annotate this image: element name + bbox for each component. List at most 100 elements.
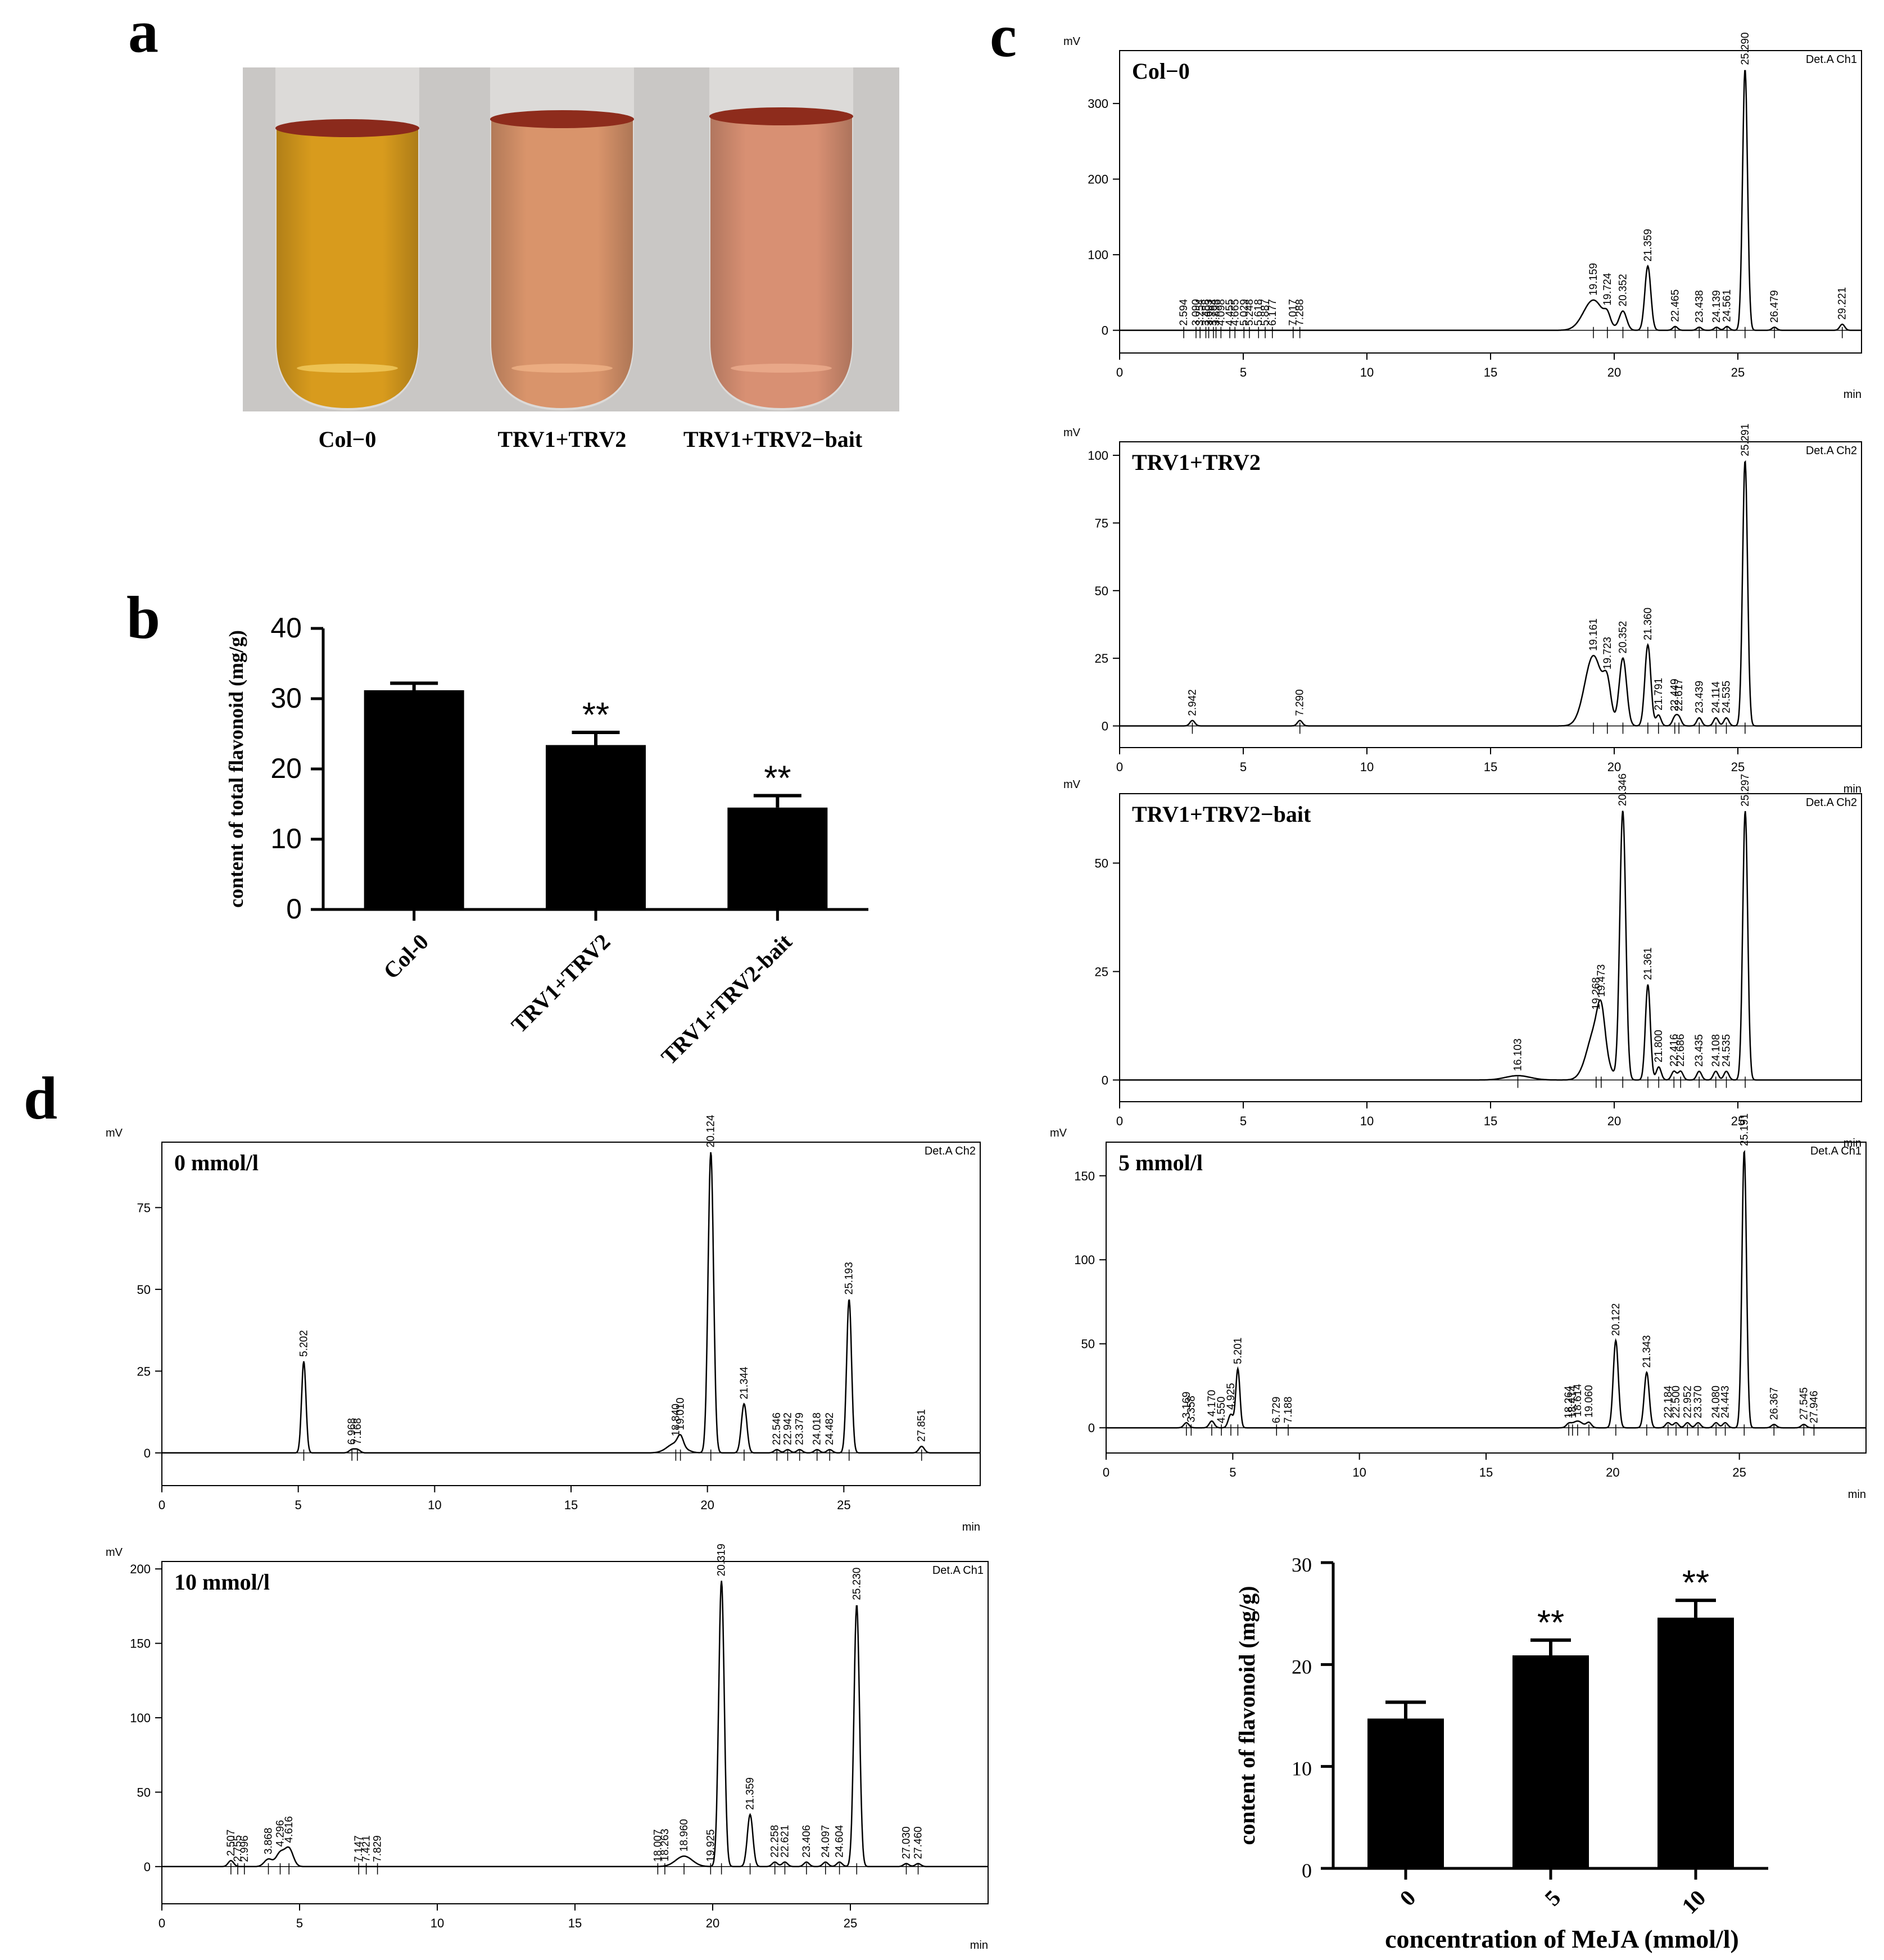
x-tick-label: 5 — [296, 1916, 303, 1930]
sample-label: Col−0 — [1132, 58, 1190, 84]
peak-rt-label: 25.193 — [844, 1262, 855, 1294]
peak-rt-label: 19.724 — [1602, 273, 1614, 306]
y-tick-label: 100 — [1088, 449, 1108, 463]
peak-rt-label: 5.029 — [1238, 299, 1250, 326]
peak-rt-label: 24.018 — [812, 1413, 823, 1445]
sample-label: TRV1+TRV2−bait — [1132, 802, 1311, 827]
x-tick-label: 25 — [1731, 365, 1745, 379]
y-tick-label: 100 — [1088, 248, 1108, 262]
x-tick-label: 10 — [1360, 1114, 1374, 1128]
tube-trv-rim — [490, 110, 634, 128]
peak-rt-label: 21.359 — [1642, 229, 1654, 261]
peak-rt-label: 23.438 — [1693, 290, 1705, 323]
peak-rt-label: 4.455 — [1224, 299, 1236, 326]
x-unit-label: min — [1844, 783, 1862, 795]
sample-label: TRV1+TRV2 — [1132, 450, 1261, 475]
y-unit-label: mV — [1050, 1127, 1067, 1139]
peak-rt-label: 7.421 — [361, 1835, 373, 1862]
peak-rt-label: 3.169 — [1181, 1392, 1193, 1419]
x-unit-label: min — [970, 1939, 988, 1952]
x-tick-label: 5 — [295, 1498, 302, 1512]
x-category-label: 10 — [1677, 1885, 1710, 1919]
channel-label: Det.A Ch1 — [1810, 1145, 1862, 1157]
bar — [1657, 1617, 1734, 1868]
peak-rt-label: 24.535 — [1721, 1034, 1733, 1067]
x-tick-label: 20 — [700, 1498, 714, 1512]
peak-rt-label: 22.952 — [1682, 1386, 1693, 1418]
peak-rt-label: 3.898 — [1211, 299, 1222, 326]
y-tick-label: 10 — [1292, 1758, 1312, 1780]
x-tick-label: 20 — [1607, 1114, 1621, 1128]
x-tick-label: 20 — [1606, 1465, 1619, 1479]
peak-rt-label: 4.170 — [1206, 1390, 1218, 1417]
y-tick-label: 0 — [1102, 1073, 1108, 1087]
tube-col0 — [275, 67, 419, 410]
chromatogram-trace — [1120, 70, 1862, 331]
y-tick-label: 0 — [1088, 1421, 1095, 1435]
peak-rt-label: 20.352 — [1617, 621, 1629, 654]
x-tick-label: 25 — [1731, 1114, 1745, 1128]
peak-rt-label: 22.416 — [1668, 1034, 1680, 1066]
peak-rt-label: 19.268 — [1591, 977, 1602, 1010]
peak-rt-label: 24.108 — [1710, 1034, 1722, 1067]
peak-rt-label: 2.942 — [1186, 689, 1198, 716]
peak-rt-label: 21.359 — [745, 1777, 757, 1810]
peak-rt-label: 7.288 — [1294, 299, 1306, 326]
peak-rt-label: 22.546 — [771, 1413, 783, 1445]
peak-rt-label: 6.729 — [1271, 1397, 1283, 1424]
peak-rt-label: 6.177 — [1267, 299, 1279, 326]
peak-rt-label: 23.370 — [1692, 1386, 1704, 1418]
sample-label: 0 mmol/l — [174, 1150, 259, 1175]
x-tick-label: 5 — [1240, 760, 1247, 774]
peak-rt-label: 5.887 — [1260, 299, 1271, 326]
x-tick-label: 0 — [158, 1916, 165, 1930]
bar — [364, 690, 464, 909]
peak-rt-label: 4.925 — [1225, 1383, 1237, 1410]
y-unit-label: mV — [1063, 35, 1081, 48]
chromatogram-trace — [1120, 811, 1862, 1081]
peak-rt-label: 25.297 — [1740, 774, 1751, 807]
x-tick-label: 15 — [1484, 365, 1497, 379]
x-tick-label: 15 — [1479, 1465, 1493, 1479]
x-tick-label: 0 — [1116, 760, 1123, 774]
chromatogram-trace — [1120, 460, 1862, 727]
x-tick-label: 25 — [1731, 760, 1745, 774]
peak-rt-label: 3.090 — [1190, 299, 1202, 326]
peak-rt-label: 24.139 — [1711, 290, 1723, 323]
peak-rt-label: 5.201 — [1232, 1337, 1244, 1364]
y-tick-label: 75 — [137, 1201, 151, 1215]
peak-rt-label: 19.473 — [1596, 965, 1607, 997]
peak-rt-label: 22.942 — [782, 1413, 794, 1445]
y-tick-label: 0 — [144, 1860, 151, 1874]
peak-rt-label: 7.017 — [1288, 299, 1299, 326]
peak-rt-label: 22.449 — [1669, 678, 1681, 711]
y-unit-label: mV — [106, 1127, 123, 1139]
peak-rt-label: 3.868 — [263, 1828, 275, 1855]
y-tick-label: 0 — [144, 1446, 151, 1460]
bar — [727, 807, 828, 909]
peak-rt-label: 25.191 — [1738, 1113, 1750, 1146]
y-tick-label: 50 — [1081, 1337, 1095, 1351]
peak-rt-label: 21.344 — [739, 1366, 750, 1400]
plot-frame — [161, 1142, 981, 1486]
peak-rt-label: 19.159 — [1588, 263, 1600, 296]
peak-rt-label: 7.188 — [1283, 1397, 1294, 1424]
x-tick-label: 5 — [1240, 365, 1247, 379]
y-tick-label: 150 — [130, 1637, 151, 1651]
y-tick-label: 75 — [1095, 516, 1108, 530]
y-tick-label: 100 — [1074, 1253, 1095, 1267]
bar-chart-meja-flavonoid: 0 10 20 30 content of flavonoid (mg/g) concen… — [1234, 1554, 1768, 1953]
peak-rt-label: 22.686 — [1675, 1034, 1687, 1066]
tube-trv-bait-rim — [709, 107, 853, 125]
significance-mark: ** — [582, 696, 609, 735]
y-tick-label: 300 — [1088, 97, 1108, 111]
y-tick-label: 100 — [130, 1711, 151, 1725]
bar-chart-total-flavonoid: 0 10 20 30 40 content of total flavonoid (mg/… — [225, 612, 868, 1070]
peak-rt-label: 20.122 — [1610, 1303, 1622, 1336]
chromatogram-trace — [162, 1152, 980, 1454]
peak-rt-label: 19.925 — [705, 1829, 717, 1862]
x-tick-label: 10 — [1352, 1465, 1366, 1479]
x-tick-label: 10 — [1360, 760, 1374, 774]
x-category-label: 5 — [1539, 1885, 1565, 1911]
